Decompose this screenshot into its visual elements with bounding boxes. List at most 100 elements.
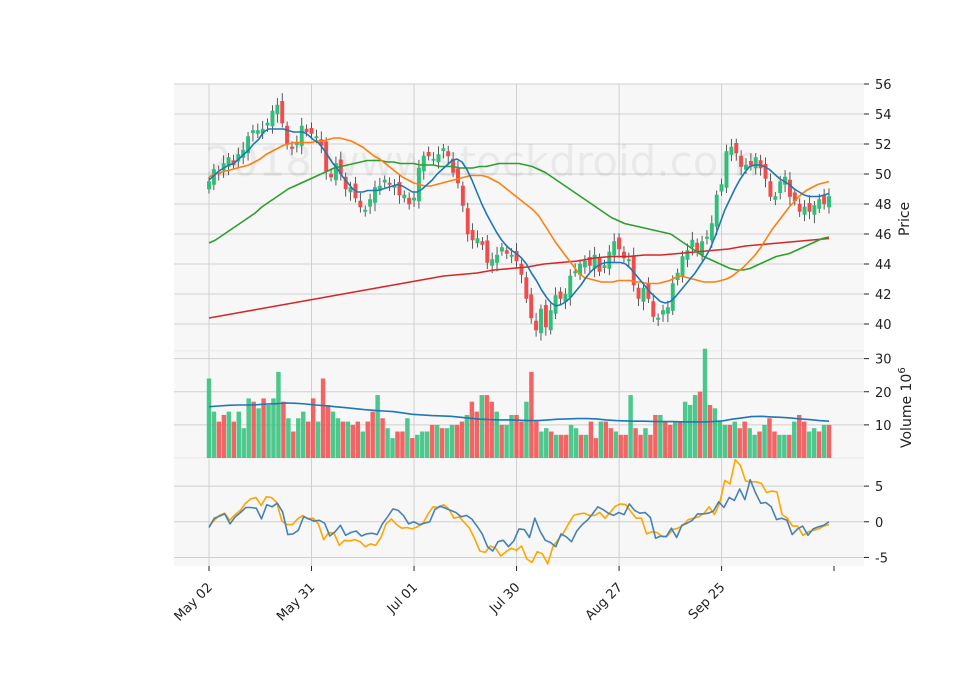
volume-bar-down (261, 398, 266, 458)
candle-up (363, 209, 368, 212)
volume-bar-down (350, 424, 356, 458)
price-tick-label: 40 (875, 318, 892, 333)
volume-bar-up (747, 428, 752, 458)
candle-down (739, 155, 744, 167)
candle-up (656, 317, 661, 320)
volume-bar-up (687, 405, 693, 458)
volume-bar-down (310, 398, 316, 458)
volume-bar-down (608, 428, 613, 458)
volume-bar-down (737, 428, 742, 458)
volume-bar-down (638, 434, 643, 458)
candle-up (412, 197, 416, 201)
volume-bar-down (305, 421, 311, 458)
volume-bar-down (633, 428, 638, 458)
candle-up (680, 256, 685, 277)
candle-up (246, 136, 251, 154)
volume-bar-up (375, 395, 380, 458)
volume-bar-down (216, 421, 222, 458)
sma-short-line (208, 128, 830, 307)
volume-bar-up (732, 421, 737, 458)
volume-bar-up (246, 398, 251, 458)
price-tick-label: 44 (875, 258, 892, 273)
volume-bar-up (330, 411, 336, 458)
candle-up (573, 271, 578, 274)
volume-bar-up (211, 411, 217, 458)
candle-down (358, 200, 363, 208)
candle-up (744, 164, 748, 170)
volume-bar-down (499, 424, 504, 458)
volume-bar-down (320, 378, 326, 458)
volume-bar-up (777, 434, 782, 458)
candle-down (519, 263, 524, 275)
volume-bar-up (206, 378, 212, 458)
volume-tick-label: 10 (875, 419, 892, 434)
volume-bar-down (801, 421, 807, 458)
candle-down (470, 230, 475, 241)
volume-bar-up (682, 401, 688, 458)
candle-down (387, 182, 392, 185)
candle-down (329, 173, 334, 178)
candle-up (265, 122, 270, 126)
volume-bar-down (340, 421, 346, 458)
candle-down (529, 294, 534, 319)
price-tick-label: 52 (875, 138, 892, 153)
oscillator-tick-label: 0 (875, 516, 883, 531)
panel-background (174, 84, 864, 351)
volume-bar-up (241, 428, 246, 458)
volume-bar-down (474, 411, 480, 458)
volume-bar-down (400, 431, 405, 458)
candle-up (421, 155, 426, 172)
oscillator-slow-line (208, 458, 830, 565)
candle-down (651, 301, 656, 317)
volume-tick-label: 30 (875, 353, 892, 368)
volume-bar-up (643, 428, 648, 458)
candle-up (314, 136, 319, 139)
volume-bar-down (578, 434, 584, 458)
volume-bar-up (673, 421, 678, 458)
oscillator-fast-line (208, 478, 830, 552)
volume-bar-up (345, 421, 351, 458)
volume-bar-down (797, 414, 802, 458)
volume-bar-up (717, 421, 723, 458)
volume-bar-up (256, 408, 261, 458)
candle-up (724, 151, 729, 188)
volume-bar-down (618, 434, 623, 458)
candle-down (734, 143, 739, 154)
volume-bar-up (782, 434, 787, 458)
volume-bar-up (692, 395, 698, 458)
candle-up (729, 146, 734, 155)
volume-bar-down (588, 421, 594, 458)
oscillator-tick-label: -5 (875, 551, 888, 566)
price-tick-label: 50 (875, 168, 892, 183)
volume-bar-up (539, 431, 544, 458)
panel-background (174, 459, 864, 566)
volume-bar-down (484, 395, 489, 458)
candle-down (807, 203, 812, 212)
candle-down (543, 305, 548, 328)
volume-bar-down (439, 428, 445, 458)
volume-bar-down (663, 421, 668, 458)
volume-bar-down (742, 421, 747, 458)
volume-bar-down (549, 431, 554, 458)
candle-up (270, 110, 275, 127)
volume-bar-down (534, 421, 539, 458)
volume-bar-up (712, 408, 718, 458)
candle-up (641, 287, 646, 302)
candle-up (495, 254, 499, 263)
volume-bar-up (598, 421, 604, 458)
volume-bar-down (668, 424, 673, 458)
candle-up (382, 179, 387, 183)
volume-bar-up (504, 424, 509, 458)
volume-sma-line (208, 402, 830, 423)
volume-bar-up (405, 418, 410, 458)
candle-up (402, 194, 407, 199)
candle-down (622, 251, 626, 259)
volume-bar-up (271, 398, 276, 458)
candle-up (812, 205, 817, 215)
sma-mid-line (208, 137, 830, 285)
candle-down (748, 161, 753, 166)
candle-up (817, 199, 822, 209)
volume-bar-up (390, 438, 395, 458)
